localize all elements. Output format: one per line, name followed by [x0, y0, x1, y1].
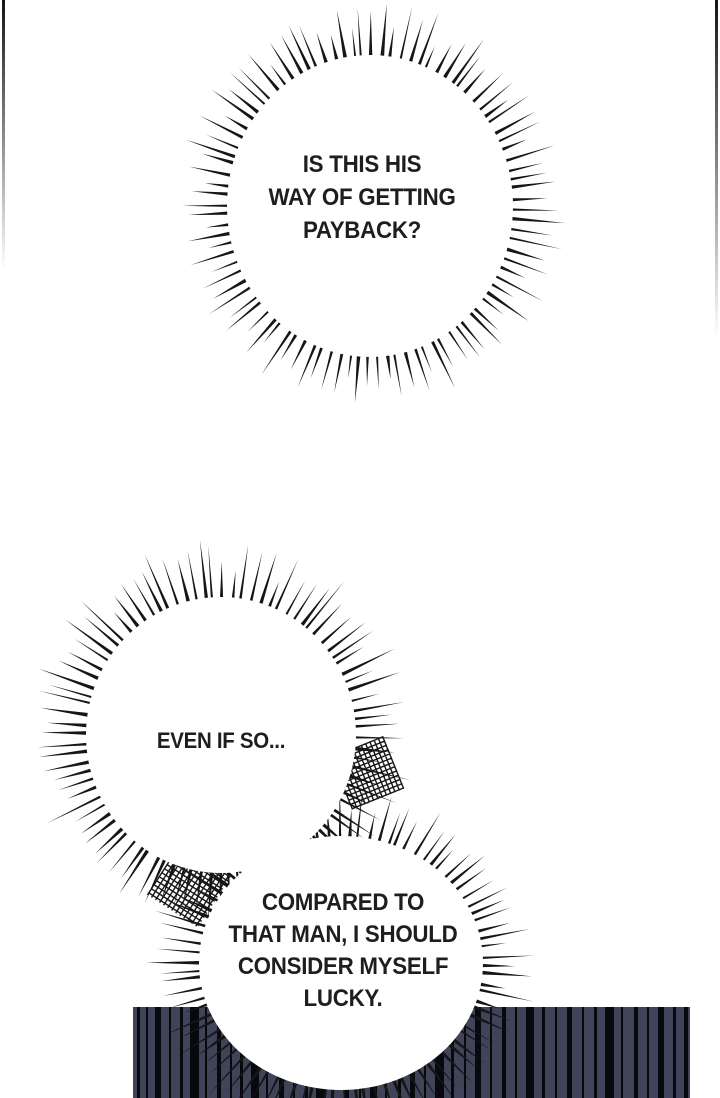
panel-stripe	[515, 1007, 517, 1098]
panel-stripe	[502, 1007, 506, 1098]
panel-stripe	[605, 1007, 614, 1098]
panel-stripe	[555, 1007, 557, 1098]
panel-stripe	[205, 1007, 207, 1098]
bubble-fill-top	[227, 55, 513, 357]
panel-stripe	[169, 1007, 171, 1098]
bubble-fill-middle	[86, 597, 356, 873]
bubble-line: PAYBACK?	[302, 217, 422, 244]
panel-stripe	[658, 1007, 664, 1098]
panel-stripe	[230, 1007, 232, 1098]
panel-stripe	[490, 1007, 492, 1098]
panel-stripe	[594, 1007, 597, 1098]
page-edge-mark-left	[2, 0, 5, 270]
panel-stripe	[137, 1007, 140, 1098]
bubble-fill-bottom	[199, 836, 483, 1090]
bubble-line: IS THIS HIS	[302, 151, 422, 178]
panel-stripe	[526, 1007, 534, 1098]
panel-stripe	[684, 1007, 688, 1098]
panel-stripe	[567, 1007, 572, 1098]
panel-stripe	[464, 1007, 466, 1098]
panel-stripe	[542, 1007, 545, 1098]
speech-bubble-middle-text: EVEN IF SO...	[82, 725, 361, 757]
panel-stripe	[155, 1007, 161, 1098]
panel-stripe	[190, 1007, 199, 1098]
bubble-line: EVEN IF SO...	[156, 728, 286, 753]
bubble-line: WAY OF GETTING	[268, 184, 456, 211]
bubble-line: LUCKY.	[303, 985, 383, 1012]
panel-stripe	[180, 1007, 183, 1098]
page-edge-mark-right	[715, 0, 718, 338]
panel-stripe	[673, 1007, 676, 1098]
panel-stripe	[634, 1007, 638, 1098]
speech-bubble-bottom-text: COMPARED TO THAT MAN, I SHOULD CONSIDER …	[190, 887, 497, 1015]
crosshatch-patch-upper	[330, 735, 405, 810]
bubble-line: CONSIDER MYSELF	[237, 953, 449, 980]
panel-stripe	[647, 1007, 649, 1098]
panel-stripe	[475, 1007, 481, 1098]
panel-stripe	[621, 1007, 623, 1098]
panel-stripe	[582, 1007, 584, 1098]
bubble-line: THAT MAN, I SHOULD	[228, 921, 458, 948]
panel-stripe	[451, 1007, 454, 1098]
bubble-line: COMPARED TO	[261, 889, 425, 916]
panel-stripe	[146, 1007, 148, 1098]
speech-bubble-top-text: IS THIS HIS WAY OF GETTING PAYBACK?	[213, 148, 511, 247]
